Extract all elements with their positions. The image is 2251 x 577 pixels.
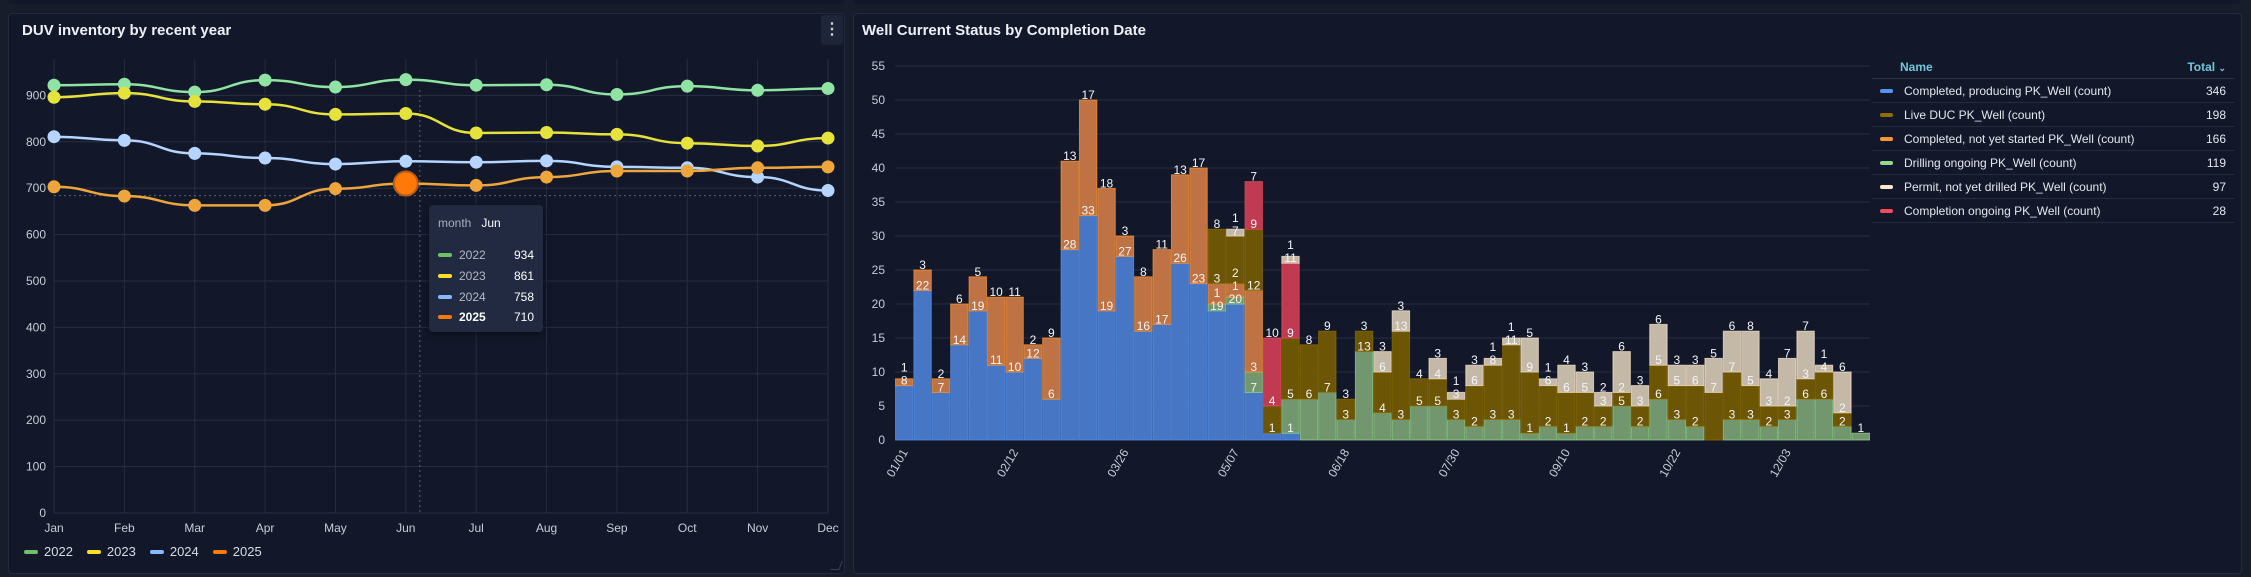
resize-handle-icon[interactable] <box>830 561 843 570</box>
legend-row[interactable]: Completion ongoing PK_Well (count) 28 <box>1872 199 2234 223</box>
tooltip-header: month Jun <box>438 216 501 230</box>
legend-swatch <box>1880 160 1893 165</box>
column-header-name[interactable]: Name <box>1900 60 1933 74</box>
legend-series-total: 28 <box>2212 203 2226 218</box>
legend-row[interactable]: Live DUC PK_Well (count) 198 <box>1872 103 2234 127</box>
legend-table: Name Total ⌄ Completed, producing PK_Wel… <box>1872 56 2234 223</box>
legend-swatch <box>86 549 101 554</box>
legend-swatch <box>149 549 164 554</box>
legend-series-name: Completed, producing PK_Well (count) <box>1904 83 2112 98</box>
legend-label: 2022 <box>44 544 73 559</box>
panel-title: Well Current Status by Completion Date <box>862 22 1146 39</box>
legend-series-name: Permit, not yet drilled PK_Well (count) <box>1904 179 2107 194</box>
legend-item-2022[interactable]: 2022 <box>24 544 73 559</box>
legend-label: 2024 <box>169 544 199 559</box>
chevron-down-icon: ⌄ <box>2218 63 2226 73</box>
panel-title: DUV inventory by recent year <box>22 22 232 39</box>
tooltip-value: 934 <box>513 248 534 262</box>
legend-series-total: 119 <box>2206 155 2226 170</box>
column-header-total-label: Total <box>2187 60 2216 74</box>
kebab-menu-icon: ⋮ <box>824 21 840 38</box>
tooltip-header-label: month <box>438 216 472 230</box>
legend-swatch <box>1880 184 1893 189</box>
tooltip-row: 2023 861 <box>438 269 534 283</box>
tooltip-swatch <box>438 315 452 319</box>
tooltip-series: 2022 <box>459 248 486 262</box>
column-header-total[interactable]: Total ⌄ <box>2187 60 2226 74</box>
legend-series-total: 166 <box>2205 131 2226 146</box>
tooltip-row: 2024 758 <box>438 290 534 304</box>
legend-swatch <box>1880 136 1893 141</box>
tooltip-swatch <box>438 295 452 299</box>
top-panel-edge-left <box>8 0 844 4</box>
duv-inventory-panel: DUV inventory by recent year ⋮ <box>8 13 845 574</box>
tooltip-row: 2022 934 <box>438 248 534 262</box>
legend-swatch <box>1880 208 1893 213</box>
legend-row[interactable]: Permit, not yet drilled PK_Well (count) 9… <box>1872 175 2234 199</box>
legend-row[interactable]: Completed, producing PK_Well (count) 346 <box>1872 79 2234 103</box>
legend-row[interactable]: Completed, not yet started PK_Well (coun… <box>1872 127 2234 151</box>
tooltip-swatch <box>438 253 452 257</box>
legend-series-name: Live DUC PK_Well (count) <box>1904 107 2046 122</box>
legend-swatch <box>1880 88 1893 93</box>
legend-item-2024[interactable]: 2024 <box>149 544 199 559</box>
tooltip-series: 2025 <box>459 310 486 324</box>
panel-menu-button[interactable]: ⋮ <box>821 15 843 45</box>
legend-swatch <box>24 549 38 554</box>
legend-series-name: Completed, not yet started PK_Well (coun… <box>1904 131 2135 146</box>
line-chart-legend: 2022 2023 2024 2025 <box>24 544 262 559</box>
legend-series-name: Drilling ongoing PK_Well (count) <box>1904 155 2077 170</box>
legend-item-2023[interactable]: 2023 <box>86 544 136 559</box>
top-panel-edge-right <box>853 0 2241 4</box>
hover-tooltip: month Jun 2022 934 2023 861 2024 758 2025 710 <box>429 205 543 332</box>
legend-series-name: Completion ongoing PK_Well (count) <box>1904 203 2101 218</box>
tooltip-value: 710 <box>513 310 534 324</box>
tooltip-swatch <box>438 274 452 278</box>
legend-swatch <box>1880 112 1893 117</box>
legend-label: 2023 <box>106 544 136 559</box>
tooltip-series: 2023 <box>459 269 486 283</box>
legend-series-total: 97 <box>2212 179 2226 194</box>
legend-swatch <box>212 549 227 554</box>
legend-row[interactable]: Drilling ongoing PK_Well (count) 119 <box>1872 151 2234 175</box>
legend-label: 2025 <box>232 544 262 559</box>
legend-item-2025[interactable]: 2025 <box>212 544 262 559</box>
tooltip-row: 2025 710 <box>438 310 534 324</box>
tooltip-series: 2024 <box>459 290 486 304</box>
legend-series-total: 346 <box>2205 83 2226 98</box>
legend-table-header: Name Total ⌄ <box>1872 56 2234 79</box>
tooltip-value: 758 <box>513 290 534 304</box>
tooltip-value: 861 <box>513 269 534 283</box>
tooltip-header-value: Jun <box>481 216 501 230</box>
legend-series-total: 198 <box>2205 107 2226 122</box>
